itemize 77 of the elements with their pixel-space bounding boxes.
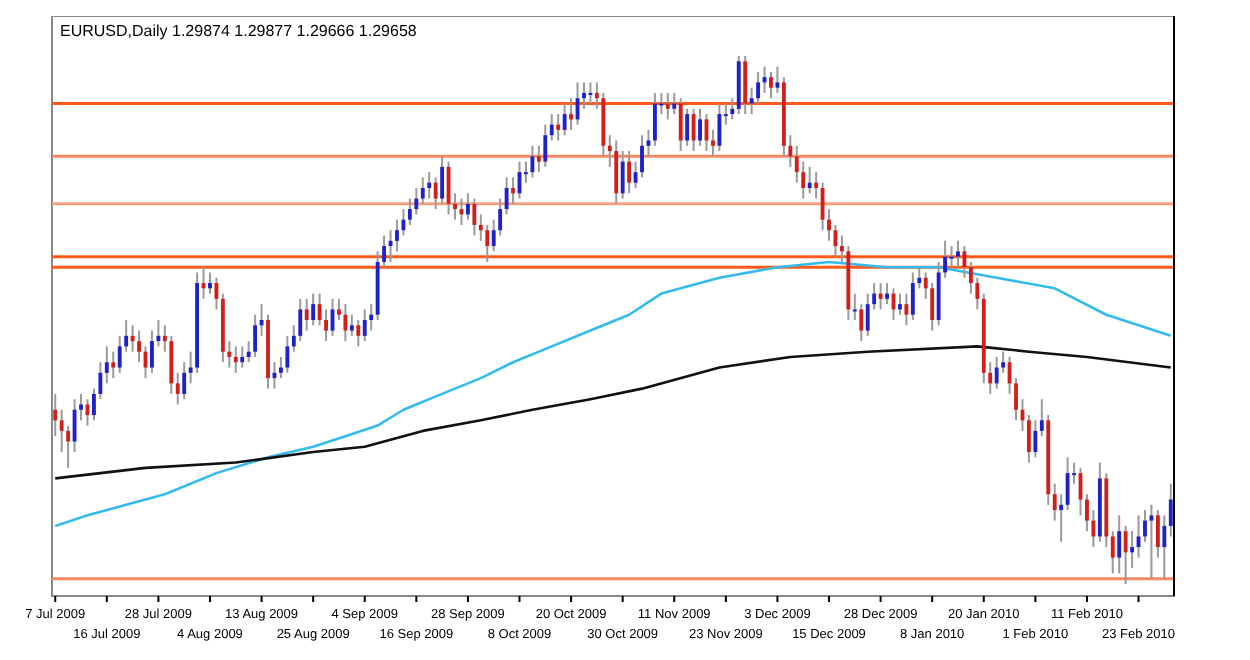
candlestick xyxy=(1117,514,1122,575)
candlestick xyxy=(1065,456,1070,512)
candlestick xyxy=(885,282,889,306)
candlestick xyxy=(743,55,748,116)
candlestick xyxy=(536,144,541,174)
candlestick xyxy=(182,361,187,401)
candlestick xyxy=(1168,482,1173,538)
candlestick xyxy=(994,355,999,390)
candlestick xyxy=(233,345,238,374)
candlestick xyxy=(175,371,180,406)
candlestick xyxy=(562,102,567,137)
candlestick xyxy=(678,97,683,153)
candlestick xyxy=(898,292,902,316)
candlestick xyxy=(504,176,509,216)
candlestick xyxy=(472,197,477,237)
candlestick xyxy=(543,123,548,168)
candlestick xyxy=(665,91,670,121)
candlestick xyxy=(904,292,909,327)
candlestick xyxy=(1149,503,1154,580)
candlestick xyxy=(717,102,722,153)
candlestick xyxy=(440,155,445,205)
candlestick xyxy=(1039,398,1044,438)
candlestick xyxy=(685,107,690,147)
candlestick xyxy=(736,55,741,116)
candlestick xyxy=(433,176,438,211)
candlestick xyxy=(620,150,625,200)
candlestick xyxy=(807,165,812,195)
candlestick xyxy=(569,97,574,131)
candlestick xyxy=(530,144,535,179)
candlestick xyxy=(769,70,773,100)
candlestick xyxy=(814,171,819,200)
candlestick xyxy=(420,176,425,205)
candlestick xyxy=(1162,514,1167,580)
candlestick xyxy=(1059,493,1064,543)
candlestick xyxy=(1123,524,1128,585)
candlestick xyxy=(730,97,735,121)
candlestick xyxy=(652,91,657,147)
candlestick xyxy=(253,313,258,358)
candlestick xyxy=(588,81,593,105)
candlestick xyxy=(962,245,967,279)
candlestick xyxy=(956,239,960,269)
candlestick xyxy=(311,292,316,327)
candlestick xyxy=(343,303,348,343)
candlestick xyxy=(465,192,470,221)
candlestick xyxy=(627,150,632,195)
candlestick xyxy=(349,313,354,337)
candlestick xyxy=(1033,419,1038,459)
candlestick xyxy=(511,176,515,205)
candlestick xyxy=(775,65,780,94)
candlestick xyxy=(910,271,915,321)
candlestick xyxy=(698,107,702,147)
candlestick xyxy=(208,271,212,295)
candlestick xyxy=(852,292,857,321)
candlestick xyxy=(285,334,290,374)
candlestick xyxy=(304,297,309,332)
candlestick xyxy=(614,139,619,205)
candlestick xyxy=(446,160,451,216)
candlestick xyxy=(427,171,432,200)
candlestick xyxy=(1026,414,1031,464)
candlestick xyxy=(691,107,696,153)
candlestick xyxy=(53,392,58,438)
candlestick xyxy=(672,91,677,116)
candlestick xyxy=(1110,530,1115,575)
candlestick xyxy=(556,113,561,142)
candlestick xyxy=(72,398,77,453)
candlestick xyxy=(878,282,883,311)
chart-title: EURUSD,Daily 1.29874 1.29877 1.29666 1.29658 xyxy=(60,22,418,40)
candlestick xyxy=(549,113,554,142)
candlestick xyxy=(214,276,219,311)
candlestick xyxy=(104,345,109,385)
candlestick xyxy=(1130,530,1135,570)
candlestick xyxy=(259,303,264,337)
candlestick xyxy=(240,345,245,369)
candlestick xyxy=(137,329,141,364)
candlestick xyxy=(356,319,361,348)
candlestick xyxy=(362,308,367,343)
candlestick xyxy=(111,350,116,380)
